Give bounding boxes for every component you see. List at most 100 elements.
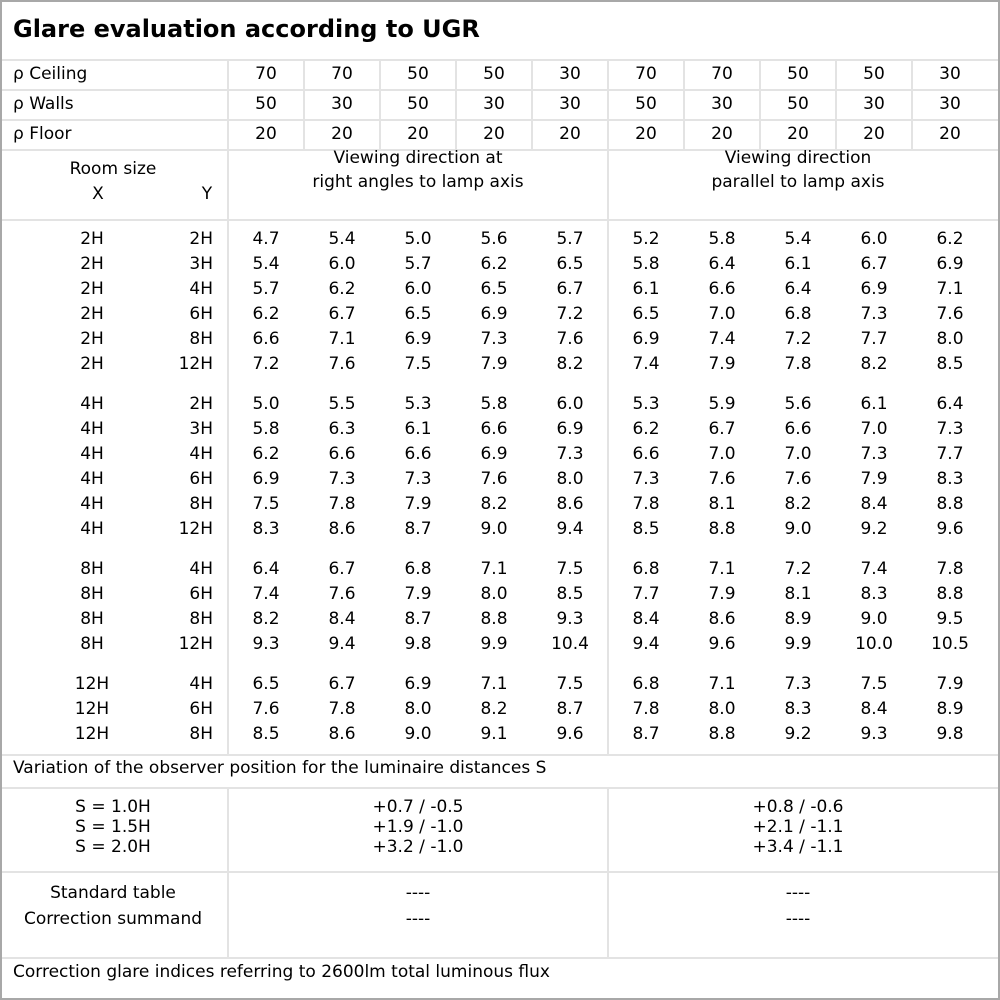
room-x: 8H	[80, 634, 104, 654]
ugr-value: 9.4	[328, 634, 356, 654]
ugr-value: 7.8	[328, 494, 356, 514]
variation-parallel: +3.4 / -1.1	[752, 837, 844, 857]
ugr-value: 7.9	[404, 494, 432, 514]
ugr-value: 6.2	[632, 419, 660, 439]
ugr-value: 6.7	[556, 279, 584, 299]
ugr-value: 5.9	[708, 394, 736, 414]
room-x: 4H	[80, 494, 104, 514]
ugr-value: 5.7	[252, 279, 280, 299]
ugr-value: 7.3	[404, 469, 432, 489]
ugr-value: 6.1	[632, 279, 660, 299]
ugr-value: 5.4	[784, 229, 812, 249]
variation-parallel: +0.8 / -0.6	[752, 797, 844, 817]
ugr-value: 8.4	[328, 609, 356, 629]
ugr-value: 7.1	[708, 559, 736, 579]
standard-right: ----	[405, 883, 431, 903]
ugr-value: 6.5	[252, 674, 280, 694]
y-label: Y	[201, 184, 213, 204]
divider	[2, 787, 998, 789]
variation-right: +3.2 / -1.0	[372, 837, 464, 857]
ugr-value: 7.7	[632, 584, 660, 604]
ugr-value: 6.2	[936, 229, 964, 249]
x-label: X	[92, 184, 104, 204]
ugr-value: 9.6	[936, 519, 964, 539]
reflectance-value: 50	[787, 64, 809, 84]
room-y: 8H	[189, 494, 213, 514]
ugr-value: 8.4	[860, 494, 888, 514]
ugr-value: 9.0	[784, 519, 812, 539]
divider	[2, 119, 998, 121]
divider	[379, 60, 381, 150]
room-x: 4H	[80, 469, 104, 489]
ugr-value: 7.6	[252, 699, 280, 719]
correction-parallel: ----	[785, 909, 811, 929]
room-y: 4H	[189, 559, 213, 579]
correction-right: ----	[405, 909, 431, 929]
ugr-value: 7.3	[936, 419, 964, 439]
reflectance-value: 70	[331, 64, 353, 84]
ugr-value: 7.0	[708, 304, 736, 324]
ugr-value: 7.3	[860, 304, 888, 324]
ugr-value: 6.0	[860, 229, 888, 249]
ugr-value: 7.0	[784, 444, 812, 464]
ugr-value: 6.6	[480, 419, 508, 439]
ugr-value: 8.9	[784, 609, 812, 629]
ugr-value: 7.0	[708, 444, 736, 464]
ugr-value: 8.0	[708, 699, 736, 719]
ugr-value: 7.3	[632, 469, 660, 489]
room-x: 4H	[80, 394, 104, 414]
ugr-value: 6.2	[328, 279, 356, 299]
ugr-value: 9.4	[632, 634, 660, 654]
ugr-value: 6.4	[252, 559, 280, 579]
ugr-value: 6.4	[708, 254, 736, 274]
ugr-value: 7.9	[708, 584, 736, 604]
ugr-value: 8.8	[936, 584, 964, 604]
room-y: 6H	[189, 304, 213, 324]
room-x: 2H	[80, 229, 104, 249]
ugr-value: 6.9	[936, 254, 964, 274]
ugr-value: 8.2	[480, 699, 508, 719]
ugr-value: 8.0	[556, 469, 584, 489]
reflectance-value: 20	[939, 124, 961, 144]
room-y: 12H	[178, 519, 213, 539]
room-x: 12H	[74, 699, 110, 719]
ugr-value: 8.3	[784, 699, 812, 719]
room-y: 12H	[178, 634, 213, 654]
ugr-value: 7.5	[404, 354, 432, 374]
ugr-value: 9.6	[556, 724, 584, 744]
ugr-value: 7.0	[860, 419, 888, 439]
ugr-value: 10.0	[855, 634, 893, 654]
ugr-value: 7.2	[784, 559, 812, 579]
ugr-value: 7.6	[480, 469, 508, 489]
ugr-value: 5.8	[480, 394, 508, 414]
ugr-value: 8.7	[404, 609, 432, 629]
ugr-value: 7.3	[328, 469, 356, 489]
room-y: 6H	[189, 584, 213, 604]
room-y: 3H	[189, 419, 213, 439]
room-y: 2H	[189, 229, 213, 249]
ugr-value: 7.5	[556, 559, 584, 579]
ugr-value: 5.4	[328, 229, 356, 249]
ugr-value: 7.9	[404, 584, 432, 604]
ugr-value: 7.6	[328, 584, 356, 604]
distance-label: S = 2.0H	[75, 837, 151, 857]
reflectance-value: 30	[939, 94, 961, 114]
ugr-value: 5.8	[252, 419, 280, 439]
distance-label: S = 1.5H	[75, 817, 151, 837]
ugr-value: 8.0	[936, 329, 964, 349]
ugr-value: 6.6	[784, 419, 812, 439]
ugr-value: 9.0	[404, 724, 432, 744]
reflectance-value: 30	[939, 64, 961, 84]
reflectance-value: 30	[863, 94, 885, 114]
ugr-value: 6.5	[556, 254, 584, 274]
ugr-value: 7.6	[328, 354, 356, 374]
reflectance-value: 50	[483, 64, 505, 84]
reflectance-value: 20	[331, 124, 353, 144]
variation-right: +0.7 / -0.5	[372, 797, 464, 817]
room-y: 8H	[189, 609, 213, 629]
divider	[911, 60, 913, 150]
ugr-value: 8.6	[708, 609, 736, 629]
reflectance-value: 50	[407, 64, 429, 84]
room-x: 12H	[74, 724, 110, 744]
